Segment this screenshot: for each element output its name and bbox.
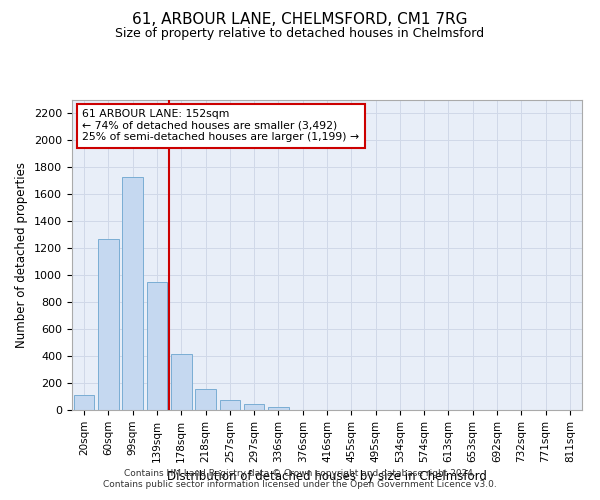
Text: Contains public sector information licensed under the Open Government Licence v3: Contains public sector information licen… — [103, 480, 497, 489]
Text: Contains HM Land Registry data © Crown copyright and database right 2024.: Contains HM Land Registry data © Crown c… — [124, 468, 476, 477]
Bar — [195, 389, 216, 410]
Text: 61, ARBOUR LANE, CHELMSFORD, CM1 7RG: 61, ARBOUR LANE, CHELMSFORD, CM1 7RG — [132, 12, 468, 28]
Bar — [220, 400, 240, 410]
Bar — [171, 354, 191, 410]
Y-axis label: Number of detached properties: Number of detached properties — [16, 162, 28, 348]
Bar — [244, 404, 265, 410]
Bar — [146, 282, 167, 410]
Text: Size of property relative to detached houses in Chelmsford: Size of property relative to detached ho… — [115, 28, 485, 40]
X-axis label: Distribution of detached houses by size in Chelmsford: Distribution of detached houses by size … — [167, 470, 487, 483]
Bar — [122, 177, 143, 410]
Bar — [74, 395, 94, 410]
Bar — [98, 239, 119, 410]
Text: 61 ARBOUR LANE: 152sqm
← 74% of detached houses are smaller (3,492)
25% of semi-: 61 ARBOUR LANE: 152sqm ← 74% of detached… — [82, 110, 359, 142]
Bar — [268, 406, 289, 410]
